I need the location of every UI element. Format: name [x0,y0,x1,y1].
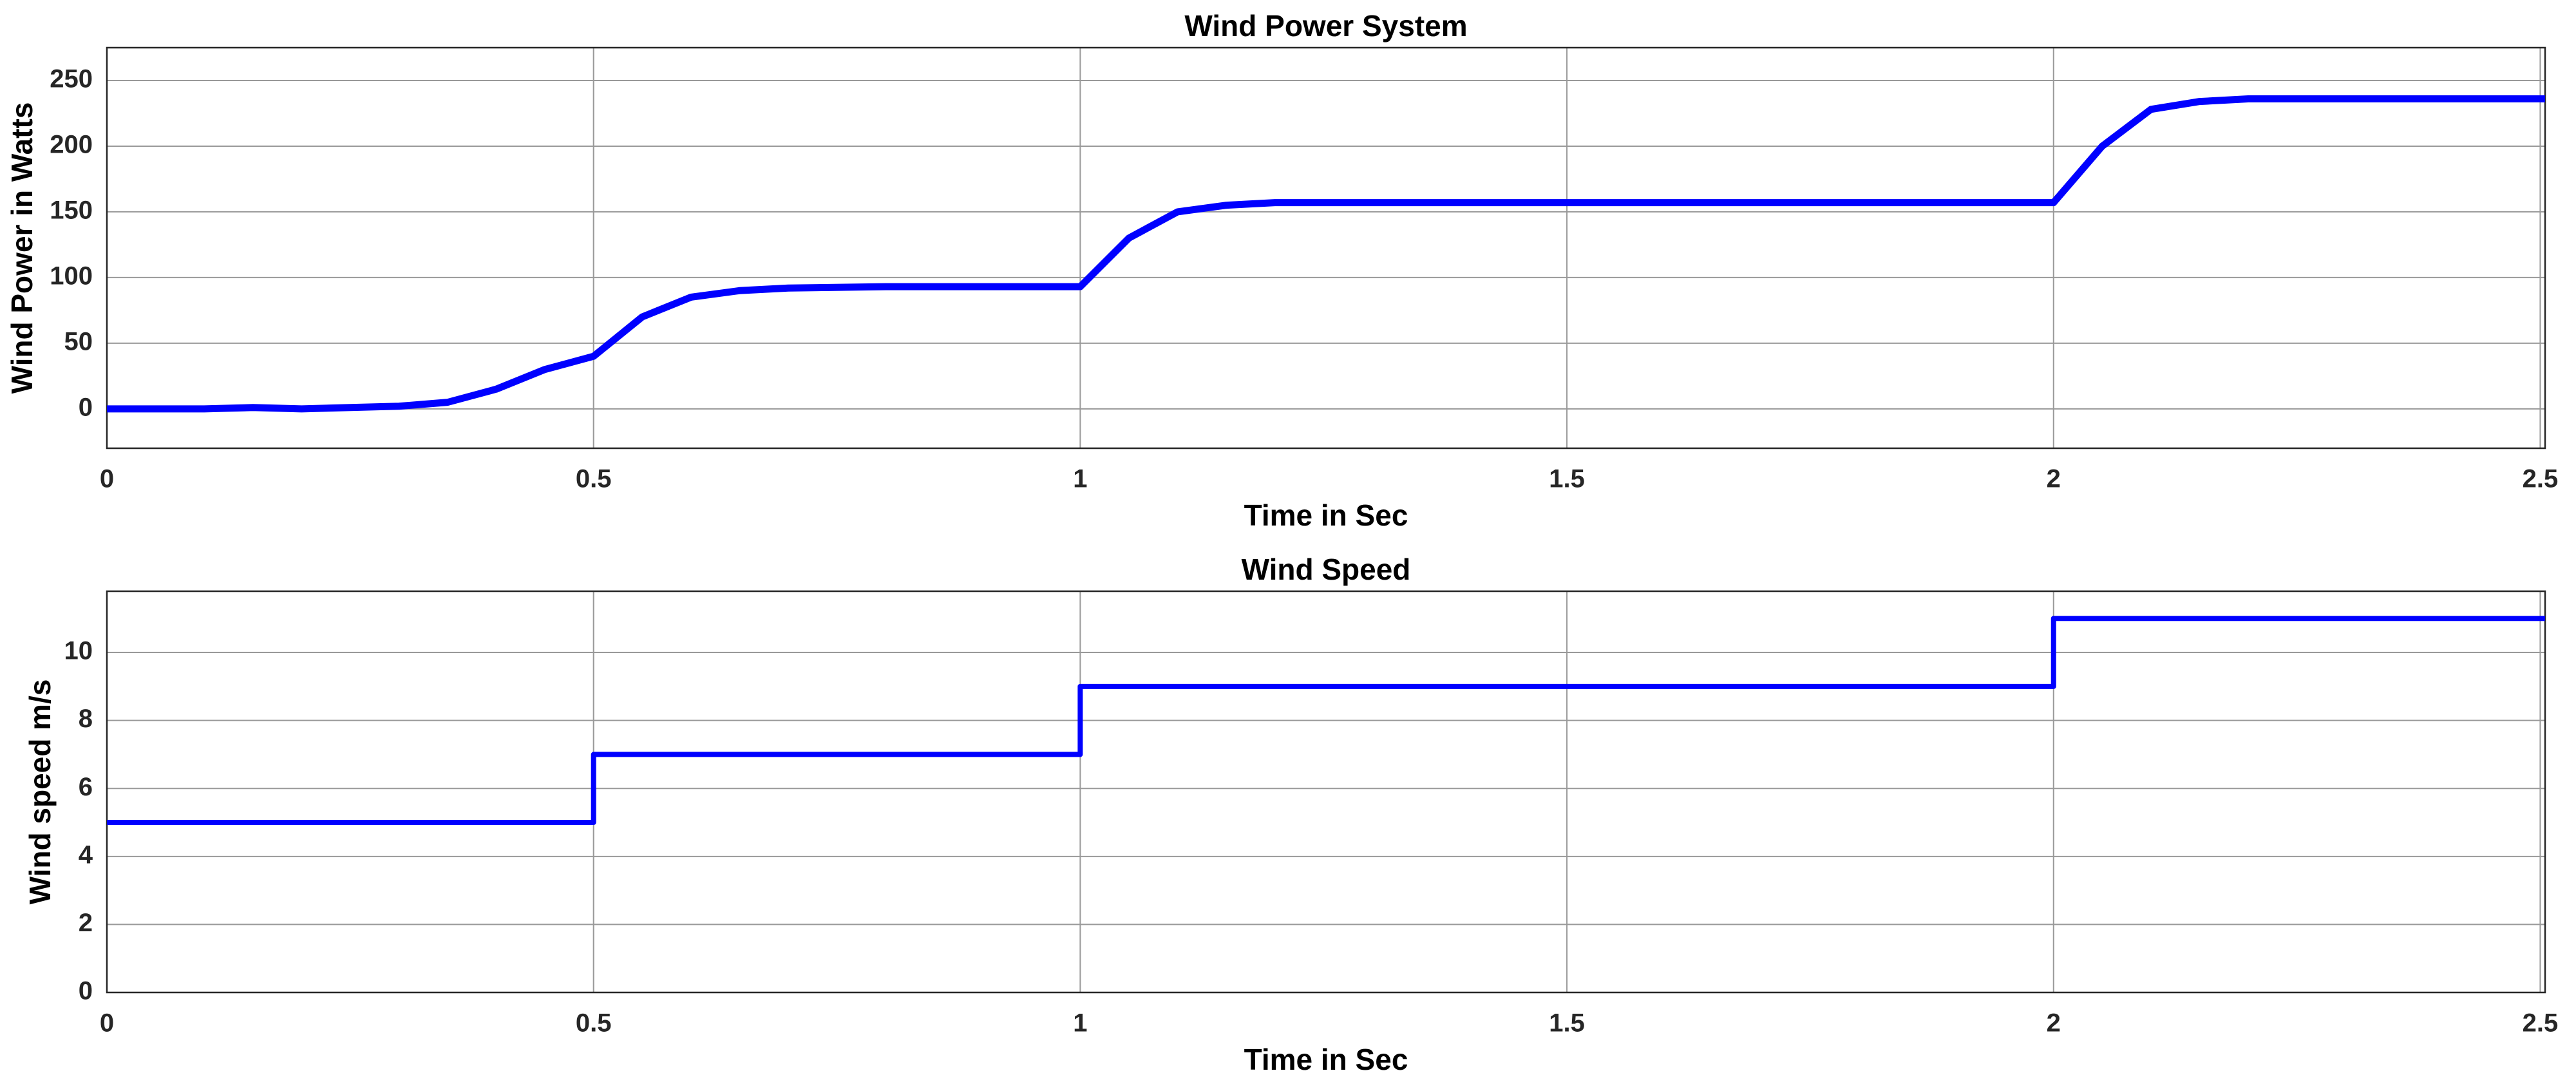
axes-box [106,590,2546,994]
y-tick-label: 100 [50,261,93,290]
x-tick-label: 1.5 [1549,1009,1585,1038]
y-tick-label: 10 [64,637,93,665]
axes-box [106,46,2546,450]
y-tick-label: 4 [79,840,93,869]
y-axis-label: Wind speed m/s [23,679,57,905]
x-axis-label: Time in Sec [1244,1043,1408,1076]
data-line [107,616,2545,826]
y-tick-label: 6 [79,773,93,801]
y-tick-label: 150 [50,196,93,224]
y-tick-label: 50 [64,327,93,356]
x-tick-label: 1.5 [1549,465,1585,493]
chart-title: Wind Power System [1184,9,1467,43]
y-axis-label: Wind Power in Watts [5,102,39,394]
y-tick-label: 0 [79,393,93,421]
y-tick-label: 250 [50,65,93,93]
x-tick-label: 1 [1073,1009,1087,1038]
x-tick-label: 0 [100,465,114,493]
x-tick-label: 2.5 [2523,1009,2559,1038]
y-tick-label: 2 [79,909,93,937]
x-tick-label: 2.5 [2523,465,2559,493]
y-tick-label: 8 [79,705,93,733]
plot-area [107,591,2545,992]
x-tick-label: 0.5 [576,1009,612,1038]
x-axis-label: Time in Sec [1244,498,1408,532]
data-line [107,95,2545,413]
y-tick-label: 0 [79,977,93,1005]
x-tick-label: 2 [2047,465,2061,493]
y-tick-label: 200 [50,131,93,159]
x-tick-label: 2 [2047,1009,2061,1038]
x-tick-label: 0 [100,1009,114,1038]
x-tick-label: 1 [1073,465,1087,493]
chart-title: Wind Speed [1242,553,1411,586]
x-tick-label: 0.5 [576,465,612,493]
